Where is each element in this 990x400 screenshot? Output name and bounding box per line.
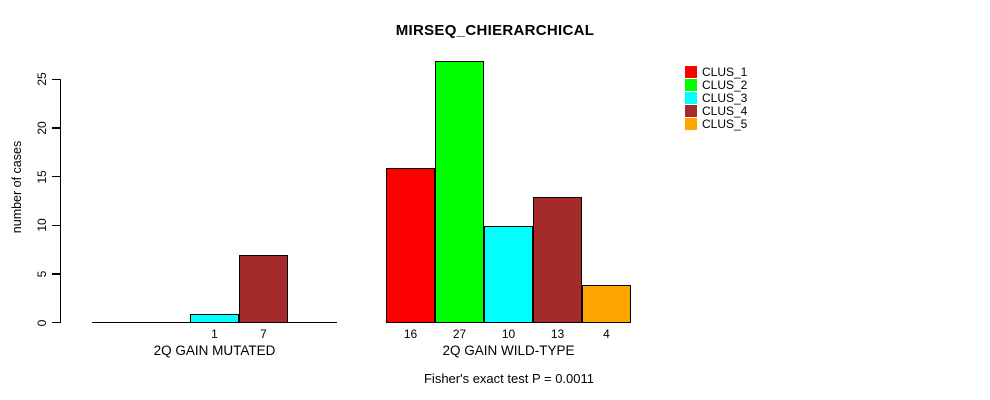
legend: CLUS_1 CLUS_2 CLUS_3 CLUS_4 CLUS_5 [685,66,747,130]
y-tick [51,127,60,129]
legend-swatch-clus_5 [685,117,697,130]
bar-clus_3 [484,226,533,324]
x-group-label: 2Q GAIN MUTATED [153,343,276,358]
bar-clus_1 [386,167,435,324]
bar-value-label: 1 [211,327,218,341]
fisher-test-annotation: Fisher's exact test P = 0.0011 [423,371,594,386]
bar-value-label: 7 [260,327,267,341]
bar-clus_5 [582,284,631,324]
bar-clus_4 [239,255,288,324]
legend-label: CLUS_4 [702,103,748,118]
y-tick-label: 25 [35,72,49,86]
legend-item: CLUS_2 [685,79,747,92]
bar-value-label: 4 [603,327,610,341]
bar-value-label: 27 [452,327,467,341]
legend-item: CLUS_1 [685,66,747,79]
legend-swatch-clus_3 [685,91,697,104]
bar-clus_2 [435,60,484,324]
legend-item: CLUS_3 [685,90,748,105]
legend-label: CLUS_2 [702,78,748,93]
legend-swatch-clus_2 [685,79,697,92]
legend-item: CLUS_5 [685,117,747,130]
y-tick [51,175,60,178]
legend-swatch-clus_4 [685,104,697,117]
y-tick-label: 15 [35,169,49,184]
y-tick [51,321,60,324]
y-axis-label: number of cases [10,140,24,234]
bar-value-label: 13 [550,327,565,341]
y-tick-label: 10 [35,218,49,233]
y-tick-label: 0 [35,319,49,327]
y-tick-label: 20 [35,121,49,135]
y-axis-line [59,78,61,324]
bar-value-label: 10 [501,327,516,341]
legend-label: CLUS_1 [702,65,748,80]
y-tick [51,224,60,227]
legend-swatch-clus_1 [685,66,697,79]
y-tick [51,273,60,275]
bar-clus_4 [533,196,582,324]
legend-label: CLUS_3 [702,90,748,105]
legend-item: CLUS_4 [685,104,747,117]
chart-title: MIRSEQ_CHIERARCHICAL [395,22,595,39]
legend-label: CLUS_5 [702,116,748,131]
x-group-label: 2Q GAIN WILD-TYPE [442,343,575,358]
bar-value-label: 16 [403,327,418,341]
y-tick [51,78,60,81]
bar-clus_3 [190,313,239,324]
y-tick-label: 5 [35,270,49,278]
